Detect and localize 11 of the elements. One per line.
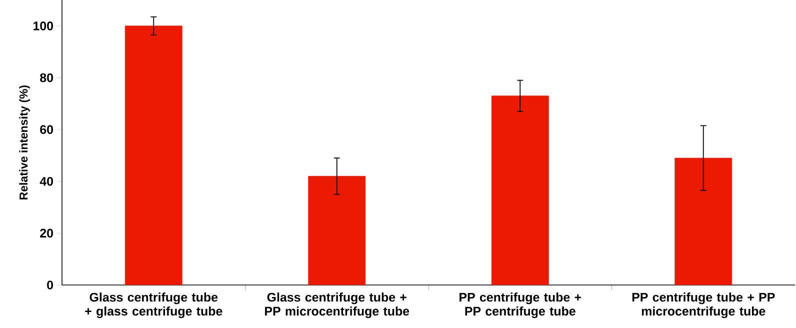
y-tick-label: 60: [40, 125, 53, 134]
y-tick-label: 80: [40, 73, 53, 82]
x-tick-label: PP centrifuge tube + PP microcentrifuge tube: [632, 292, 775, 318]
x-tick-label: PP centrifuge tube + PP centrifuge tube: [460, 292, 582, 318]
x-tick-label: Glass centrifuge tube + PP microcentrifuge tube: [265, 292, 410, 318]
y-tick-label: 20: [40, 228, 53, 238]
x-tick-label: Glass centrifuge tube + glass centrifuge tube: [85, 292, 222, 318]
y-tick-label: 100: [34, 22, 53, 30]
y-axis-title: Relative intensity (%): [19, 85, 30, 200]
y-tick-label: 0: [47, 280, 53, 290]
y-tick-label: 40: [40, 176, 53, 186]
